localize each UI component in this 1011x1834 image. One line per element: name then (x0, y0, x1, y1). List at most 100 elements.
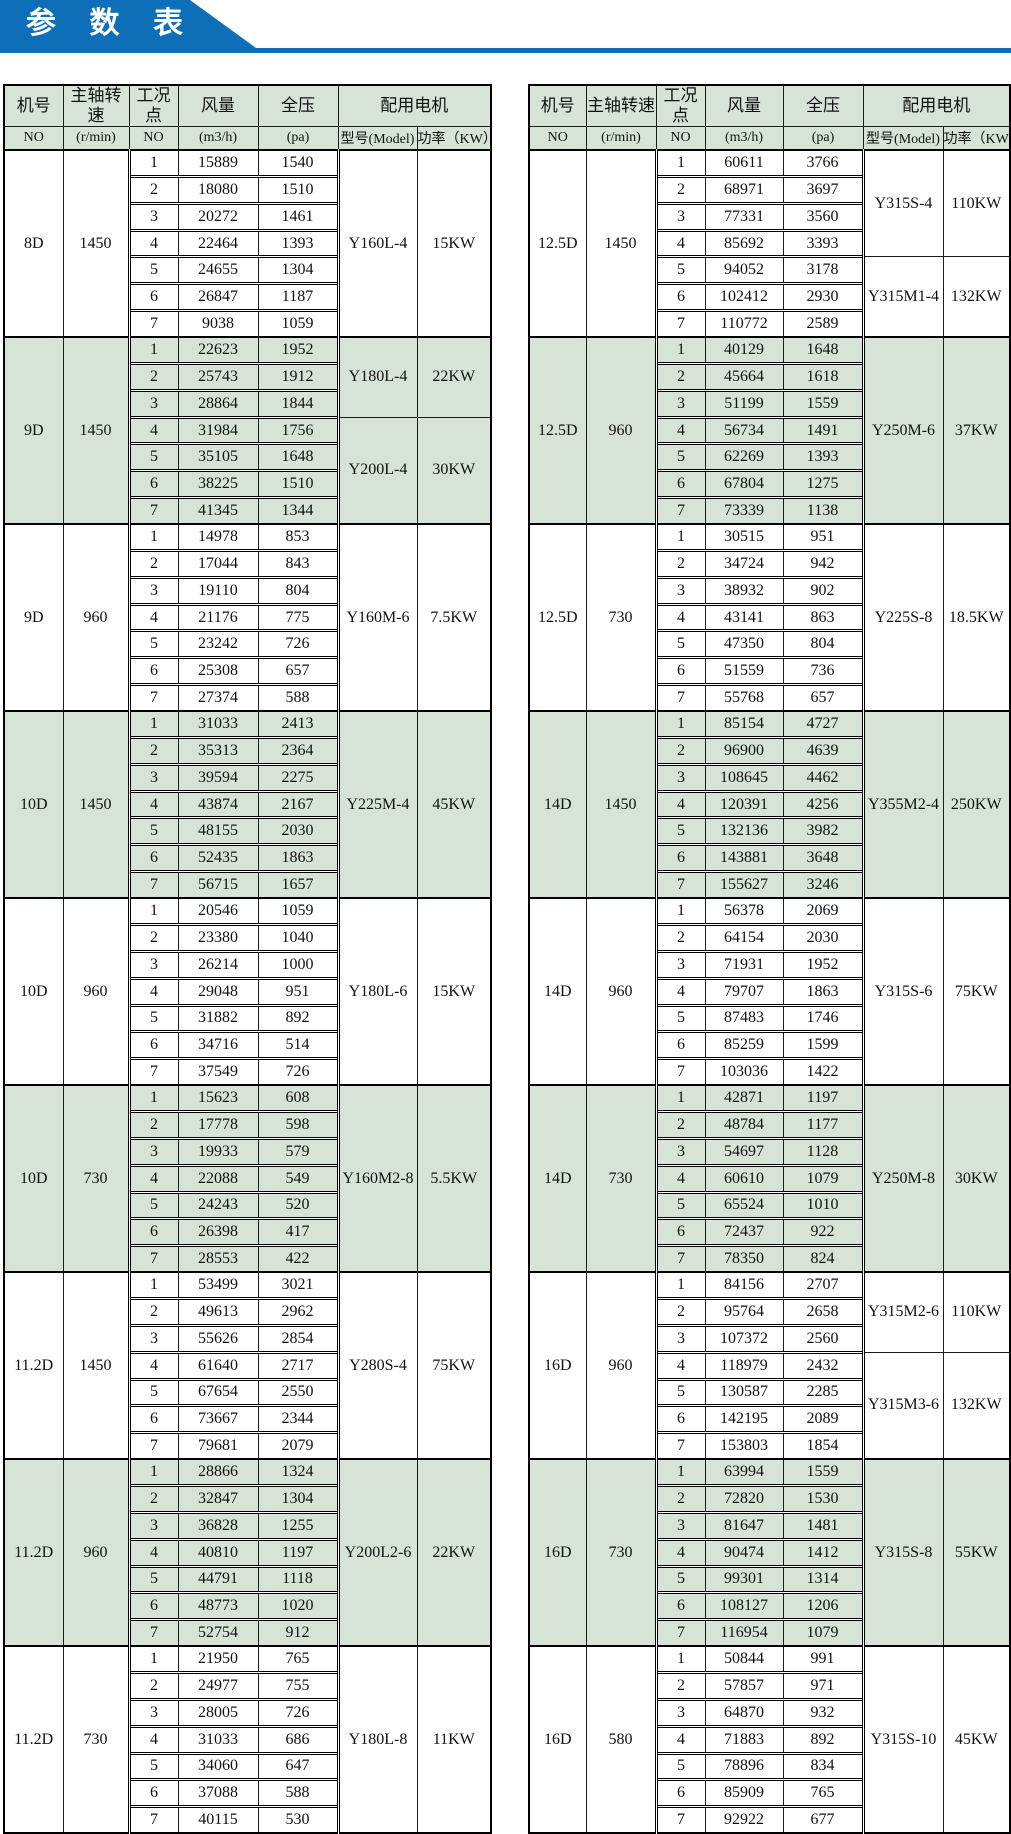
air-volume-cell: 67654 (177, 1377, 259, 1407)
table-row: 2 35313 2364 (4, 735, 491, 765)
air-volume-cell: 18080 (177, 174, 259, 204)
pressure-cell: 1540 (257, 148, 340, 177)
point-no-cell: 3 (654, 575, 706, 605)
pressure-cell: 3648 (782, 843, 865, 873)
motor-power-cell: 45KW (942, 1645, 1011, 1834)
point-no-cell: 2 (127, 1483, 179, 1513)
pressure-cell: 1314 (782, 1564, 865, 1594)
shaft-speed-cell: 580 (585, 1645, 657, 1834)
point-no-cell: 1 (654, 1458, 706, 1486)
air-volume-cell: 43874 (177, 789, 259, 819)
shaft-speed-cell: 960 (62, 1458, 130, 1647)
machine-no-cell: 10D (3, 710, 64, 899)
point-no-cell: 3 (654, 388, 706, 418)
pressure-cell: 1393 (782, 442, 865, 472)
table-row: 6 25308 657 (4, 656, 491, 686)
air-volume-cell: 48155 (177, 816, 259, 846)
air-volume-cell: 79707 (704, 976, 784, 1006)
header-pressure-unit: (pa) (257, 126, 339, 151)
pressure-cell: 647 (257, 1751, 340, 1781)
pressure-cell: 1255 (257, 1510, 340, 1540)
pressure-cell: 1648 (782, 336, 865, 364)
pressure-cell: 2344 (257, 1404, 340, 1434)
pressure-cell: 726 (257, 1697, 340, 1727)
pressure-cell: 834 (782, 1751, 865, 1781)
pressure-cell: 1599 (782, 1030, 865, 1060)
point-no-cell: 7 (127, 683, 179, 712)
pressure-cell: 1491 (782, 415, 865, 445)
air-volume-cell: 77331 (704, 201, 784, 231)
point-no-cell: 5 (127, 442, 179, 472)
air-volume-cell: 130587 (704, 1377, 784, 1407)
machine-no-cell: 16D (528, 1271, 587, 1460)
pressure-cell: 1079 (782, 1618, 865, 1647)
point-no-cell: 1 (654, 1271, 706, 1299)
pressure-cell: 2364 (257, 735, 340, 765)
point-no-cell: 6 (127, 1217, 179, 1247)
header-rpm-unit: (r/min) (585, 126, 657, 151)
table-row: 3 71931 1952 (529, 949, 1010, 979)
machine-no-cell: 14D (528, 897, 587, 1086)
point-no-cell: 5 (127, 1377, 179, 1407)
motor-power-cell: 132KW (942, 256, 1011, 338)
point-no-cell: 3 (127, 949, 179, 979)
header-machine-no: 机号 (528, 84, 587, 127)
table-row: 3 39594 2275 (4, 762, 491, 792)
point-no-cell: 4 (127, 1537, 179, 1567)
point-no-cell: 1 (127, 336, 179, 364)
pressure-cell: 765 (257, 1645, 340, 1673)
point-no-cell: 3 (127, 1510, 179, 1540)
table-row: 4 21176 775 (4, 602, 491, 632)
pressure-cell: 1412 (782, 1537, 865, 1567)
point-no-cell: 5 (654, 1564, 706, 1594)
air-volume-cell: 85909 (704, 1778, 784, 1808)
pressure-cell: 863 (782, 602, 865, 632)
air-volume-cell: 31882 (177, 1003, 259, 1033)
air-volume-cell: 28864 (177, 388, 259, 418)
air-volume-cell: 108645 (704, 762, 784, 792)
pressure-cell: 4256 (782, 789, 865, 819)
air-volume-cell: 31033 (177, 1724, 259, 1754)
air-volume-cell: 65524 (704, 1190, 784, 1220)
machine-no-cell: 14D (528, 710, 587, 899)
machine-no-cell: 10D (3, 1084, 64, 1273)
table-row: 8D 1450 1 15889 1540 Y160L-4 15KW (3, 148, 492, 338)
point-no-cell: 1 (654, 1084, 706, 1112)
page-title: 参 数 表 (26, 7, 196, 40)
air-volume-cell: 28866 (177, 1458, 259, 1486)
table-row: 3 55626 2854 (4, 1323, 491, 1353)
air-volume-cell: 14978 (177, 523, 259, 551)
shaft-speed-cell: 730 (62, 1084, 130, 1273)
motor-power-cell: 110KW (942, 149, 1011, 258)
pressure-cell: 3393 (782, 228, 865, 258)
point-no-cell: 4 (127, 602, 179, 632)
table-row: 5 24655 1304 (4, 255, 491, 285)
header-model-label: 型号(Model) (337, 126, 418, 151)
shaft-speed-cell: 960 (585, 897, 657, 1086)
point-no-cell: 5 (127, 1751, 179, 1781)
air-volume-cell: 67804 (704, 469, 784, 499)
air-volume-cell: 84156 (704, 1271, 784, 1299)
air-volume-cell: 34060 (177, 1751, 259, 1781)
air-volume-cell: 17778 (177, 1109, 259, 1139)
pressure-cell: 4727 (782, 710, 865, 738)
air-volume-cell: 31033 (177, 710, 259, 738)
air-volume-cell: 34716 (177, 1030, 259, 1060)
header-point-no: NO (128, 126, 179, 151)
point-no-cell: 7 (654, 1244, 706, 1273)
point-no-cell: 6 (127, 1404, 179, 1434)
pressure-cell: 902 (782, 575, 865, 605)
pressure-cell: 843 (257, 548, 340, 578)
table-row: 6 26398 417 (4, 1217, 491, 1247)
motor-model-cell: Y180L-8 (337, 1645, 418, 1834)
motor-power-cell: 37KW (942, 336, 1011, 525)
machine-no-cell: 10D (3, 897, 64, 1086)
pressure-cell: 942 (782, 548, 865, 578)
point-no-cell: 5 (654, 1751, 706, 1781)
point-no-cell: 6 (654, 1778, 706, 1808)
air-volume-cell: 47350 (704, 629, 784, 659)
air-volume-cell: 43141 (704, 602, 784, 632)
point-no-cell: 2 (127, 1109, 179, 1139)
header-air-volume: 风量 (177, 84, 259, 127)
pressure-cell: 1657 (257, 870, 340, 899)
